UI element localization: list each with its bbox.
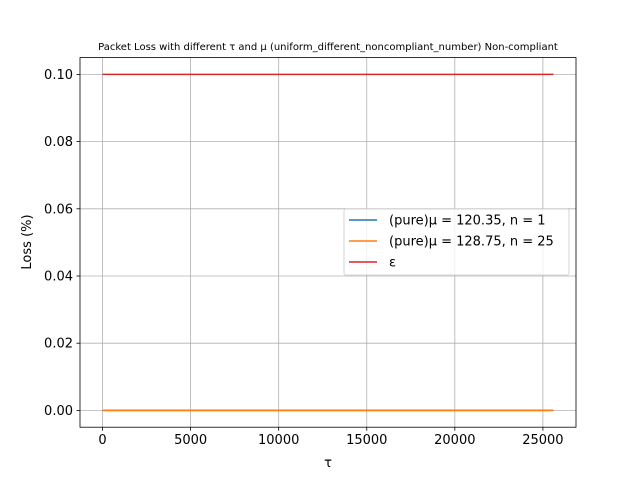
y-tick-label: 0.10 xyxy=(44,68,73,83)
legend-label-2: (pure)μ = 128.75, n = 25 xyxy=(389,235,554,250)
plot-frame xyxy=(79,57,577,428)
series-lines xyxy=(102,73,554,412)
axis-ticks: 0 5000 10000 15000 20000 25000 0.00 0.02 0.04 0.0… xyxy=(44,68,564,448)
x-tick-label: 0 xyxy=(98,433,106,448)
x-tick-label: 20000 xyxy=(434,433,475,448)
y-tick-label: 0.04 xyxy=(44,270,73,285)
y-tick-label: 0.06 xyxy=(44,202,73,217)
legend-label-3: ε xyxy=(389,256,396,271)
legend-label-1: (pure)μ = 120.35, n = 1 xyxy=(389,214,546,229)
legend: (pure)μ = 120.35, n = 1 (pure)μ = 128.75,… xyxy=(343,208,570,276)
legend-box xyxy=(343,208,570,276)
y-axis-label: Loss (%) xyxy=(20,214,35,269)
y-tick-label: 0.02 xyxy=(44,337,73,352)
x-tick-label: 25000 xyxy=(522,433,563,448)
x-tick-label: 5000 xyxy=(174,433,207,448)
x-tick-label: 10000 xyxy=(258,433,299,448)
x-tick-label: 15000 xyxy=(346,433,387,448)
y-tick-label: 0.00 xyxy=(44,404,73,419)
y-tick-label: 0.08 xyxy=(44,135,73,150)
x-axis-label: τ xyxy=(324,456,332,471)
chart-title: Packet Loss with different τ and μ (unif… xyxy=(98,42,558,53)
